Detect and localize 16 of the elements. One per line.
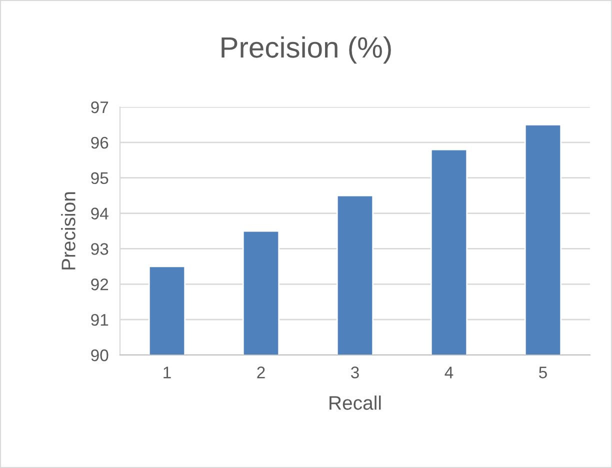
y-tick-label: 93 [91, 243, 108, 255]
y-tick-label: 92 [91, 278, 108, 290]
chart-title: Precision (%) [222, 36, 391, 64]
x-axis-title: Recall [330, 396, 381, 410]
y-tick-label: 97 [91, 101, 108, 114]
x-tick-label: 3 [351, 366, 359, 378]
y-tick-label: 95 [91, 172, 108, 184]
x-tick-label: 1 [164, 366, 171, 378]
y-axis-title: Precision [61, 192, 76, 270]
x-tick-label: 4 [444, 366, 454, 378]
x-tick-label: 5 [539, 366, 547, 378]
y-tick-label: 96 [91, 136, 108, 149]
y-tick-label: 90 [91, 349, 108, 362]
x-tick-label: 2 [257, 366, 265, 378]
y-tick-label: 91 [91, 314, 108, 326]
y-tick-label: 94 [91, 208, 108, 220]
